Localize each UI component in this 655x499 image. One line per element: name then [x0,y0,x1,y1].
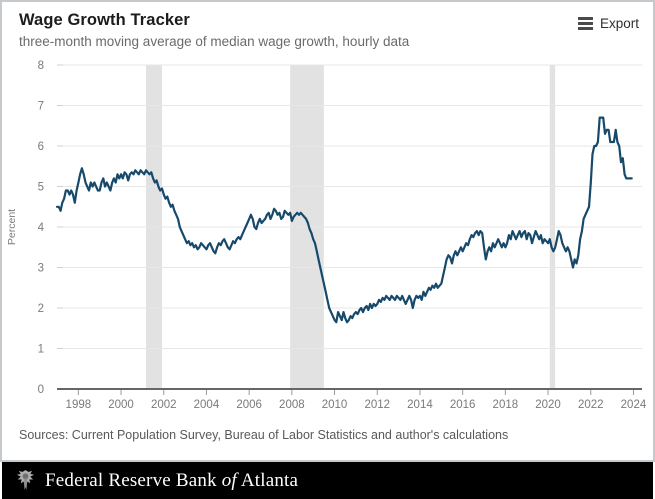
y-tick-label: 4 [38,222,45,234]
x-tick-label: 2010 [322,399,348,411]
x-tick-label: 2022 [578,399,604,411]
x-tick-label: 2006 [236,399,262,411]
atlanta-fed-footer-banner[interactable]: Federal Reserve Bank of Atlanta [2,462,653,499]
hamburger-menu-icon [577,15,593,32]
y-tick-label: 2 [38,303,44,315]
x-tick-label: 2014 [407,399,433,411]
y-tick-label: 5 [38,182,44,194]
x-tick-label: 2012 [364,399,390,411]
y-axis-title: Percent [6,209,18,245]
y-tick-label: 8 [38,60,44,72]
y-tick-label: 3 [38,263,44,275]
y-tick-label: 7 [38,101,44,113]
wage-growth-chart[interactable]: 0 1 2 3 4 5 6 7 8 Percent 1998 2000 2002 2004 2006 2008… [2,56,653,412]
x-tick-label: 2020 [535,399,561,411]
y-tick-label: 0 [38,384,44,396]
chart-titles: Wage Growth Tracker three-month moving a… [19,11,409,49]
wage-growth-tracker-card: Wage Growth Tracker three-month moving a… [0,0,655,462]
bank-name: Federal Reserve Bank of Atlanta [45,469,299,491]
x-tick-label: 2004 [194,399,220,411]
sources-note: Sources: Current Population Survey, Bure… [19,428,509,442]
x-tick-label: 2024 [621,399,647,411]
federal-reserve-seal-icon [15,469,36,492]
x-tick-label: 2000 [108,399,134,411]
chart-title: Wage Growth Tracker [19,11,190,29]
x-tick-label: 2008 [279,399,305,411]
x-tick-label: 2002 [151,399,177,411]
export-button-label: Export [599,16,639,31]
x-tick-label: 1998 [66,399,92,411]
chart-subtitle: three-month moving average of median wag… [19,34,410,49]
card-header: Wage Growth Tracker three-month moving a… [2,2,653,56]
x-tick-label: 2016 [450,399,476,411]
y-tick-label: 6 [38,141,44,153]
wage-growth-line-series [55,116,633,324]
x-tick-label: 2018 [493,399,519,411]
export-button[interactable]: Export [577,15,639,32]
y-tick-label: 1 [38,344,44,356]
chart-svg[interactable]: 0 1 2 3 4 5 6 7 8 Percent 1998 2000 2002 2004 2006 2008… [2,56,653,412]
